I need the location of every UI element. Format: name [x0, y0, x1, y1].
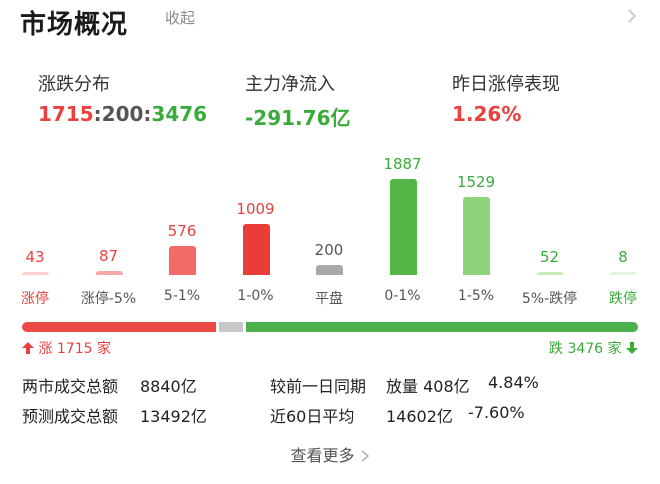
- bar: [22, 272, 49, 275]
- distribution-label: 涨跌分布: [38, 74, 110, 95]
- flat-segment: [218, 322, 243, 332]
- up-segment: [22, 322, 216, 332]
- main-inflow-value: -291.76亿: [245, 106, 351, 130]
- down-count: 跌 3476 家: [549, 338, 638, 358]
- bar-count: 1529: [456, 173, 496, 191]
- chevron-right-icon[interactable]: [624, 8, 640, 24]
- down-total: 3476: [151, 102, 208, 126]
- yesterday-limit-up-value: 1.26%: [452, 102, 522, 126]
- bar-column[interactable]: 1529 1-5%: [441, 150, 511, 310]
- view-more-button[interactable]: 查看更多: [0, 442, 660, 466]
- arrow-up-icon: [22, 342, 34, 354]
- bar-label: 0-1%: [384, 288, 421, 304]
- bar: [389, 179, 417, 275]
- bar-count: 1887: [383, 155, 422, 173]
- up-down-ratio-bar: [22, 322, 638, 332]
- bar-count: 8: [618, 248, 628, 266]
- bar: [463, 197, 490, 275]
- bar: [610, 272, 637, 275]
- bar: [242, 224, 270, 275]
- bar-label: 涨停-5%: [80, 291, 137, 307]
- bar-column[interactable]: 200 平盘: [294, 150, 364, 310]
- bar-count: 87: [98, 247, 119, 265]
- bar: [316, 265, 343, 275]
- bar-column[interactable]: 43 涨停: [0, 150, 70, 310]
- bar-column[interactable]: 8 跌停: [588, 150, 658, 310]
- bar-column[interactable]: 87 涨停-5%: [74, 150, 144, 310]
- bar-label: 1-5%: [457, 288, 495, 304]
- bar-count: 200: [314, 241, 344, 259]
- forecast-turnover-value: 13492亿: [140, 407, 207, 426]
- bar-count: 576: [167, 222, 197, 240]
- compare-label: 较前一日同期: [270, 377, 367, 396]
- bar-label: 平盘: [315, 291, 343, 307]
- forecast-turnover-label: 预测成交总额: [22, 407, 119, 426]
- bar-label: 1-0%: [237, 288, 274, 304]
- bar-label: 涨停: [21, 291, 49, 307]
- bar-column[interactable]: 1009 1-0%: [221, 150, 291, 310]
- bar: [95, 271, 123, 275]
- bar-column[interactable]: 1887 0-1%: [368, 150, 438, 310]
- down-segment: [245, 322, 638, 332]
- compare-pct: 4.84%: [488, 373, 539, 392]
- bar-column[interactable]: 52 5%-跌停: [515, 150, 585, 310]
- bar: [536, 272, 564, 275]
- bar-label: 5-1%: [163, 288, 201, 304]
- distribution-value: 1715:200:3476: [38, 102, 208, 126]
- bar-count: 43: [25, 248, 45, 266]
- compare-value: 放量 408亿: [386, 377, 470, 396]
- bar-label: 跌停: [609, 291, 637, 307]
- avg-60d-label: 近60日平均: [270, 407, 355, 426]
- up-total: 1715: [38, 102, 94, 126]
- collapse-button[interactable]: 收起: [165, 9, 196, 27]
- bar: [169, 246, 196, 275]
- flat-total: 200: [101, 102, 144, 126]
- chevron-right-icon: [361, 450, 369, 462]
- bar-count: 52: [539, 248, 560, 266]
- bar-column[interactable]: 576 5-1%: [147, 150, 217, 310]
- arrow-down-icon: [626, 342, 638, 354]
- total-turnover-value: 8840亿: [140, 377, 197, 396]
- avg-60d-pct: -7.60%: [468, 403, 525, 422]
- bar-label: 5%-跌停: [521, 291, 578, 307]
- main-inflow-label: 主力净流入: [245, 74, 335, 95]
- bar-count: 1009: [236, 200, 275, 218]
- avg-60d-value: 14602亿: [386, 407, 453, 426]
- up-count: 涨 1715 家: [22, 338, 111, 358]
- total-turnover-label: 两市成交总额: [22, 377, 119, 396]
- yesterday-limit-up-label: 昨日涨停表现: [452, 74, 560, 95]
- page-title: 市场概况: [20, 10, 129, 40]
